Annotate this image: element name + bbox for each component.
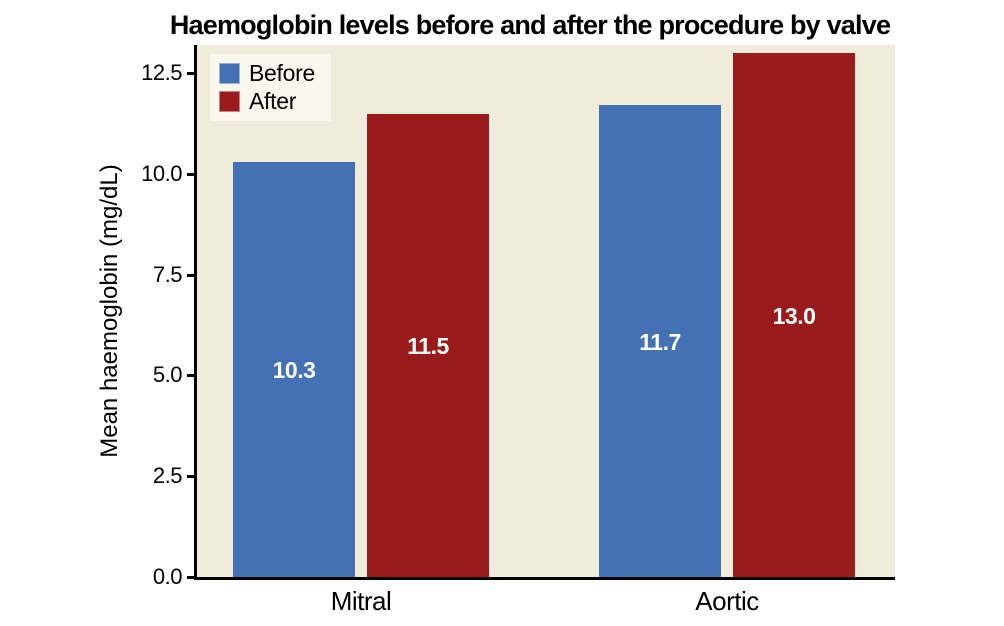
bar-mitral-before: 10.3: [233, 162, 355, 579]
y-axis-title: Mean haemoglobin (mg/dL): [96, 164, 123, 458]
y-tick-label: 12.5: [141, 60, 182, 86]
bar-value-label: 10.3: [272, 357, 316, 383]
y-tick-mark: [187, 273, 196, 277]
legend-item-before: Before: [219, 61, 315, 86]
x-axis-line: [194, 577, 895, 580]
y-tick-label: 0.0: [152, 564, 183, 589]
legend-swatch-icon: [219, 63, 240, 84]
y-tick-label: 7.5: [152, 261, 183, 287]
bar-value-label: 13.0: [772, 302, 816, 329]
bar-mitral-after: 11.5: [367, 114, 489, 579]
y-tick-mark: [187, 172, 196, 176]
y-tick-mark: [187, 475, 196, 479]
y-tick-label: 2.5: [152, 463, 183, 489]
bar-aortic-before: 11.7: [599, 105, 721, 579]
y-tick-mark: [187, 576, 196, 579]
chart-title: Haemoglobin levels before and after the …: [169, 10, 891, 40]
y-axis-line: [194, 45, 197, 580]
plot-area: 10.3 11.5 11.7 13.0: [197, 45, 895, 580]
y-tick-label: 5.0: [152, 362, 183, 388]
y-tick-mark: [187, 72, 196, 76]
y-tick-mark: [187, 374, 196, 378]
legend-label: Before: [249, 60, 315, 86]
bar-aortic-after: 13.0: [733, 53, 855, 579]
bar-value-label: 11.5: [407, 333, 449, 359]
legend-swatch-icon: [219, 91, 240, 112]
y-tick-label: 10.0: [141, 160, 182, 186]
legend: Before After: [210, 54, 331, 121]
bar-value-label: 11.7: [639, 328, 681, 355]
legend-item-after: After: [219, 89, 315, 114]
legend-label: After: [249, 88, 297, 114]
x-category-label-mitral: Mitral: [330, 586, 392, 616]
x-category-label-aortic: Aortic: [695, 586, 759, 616]
